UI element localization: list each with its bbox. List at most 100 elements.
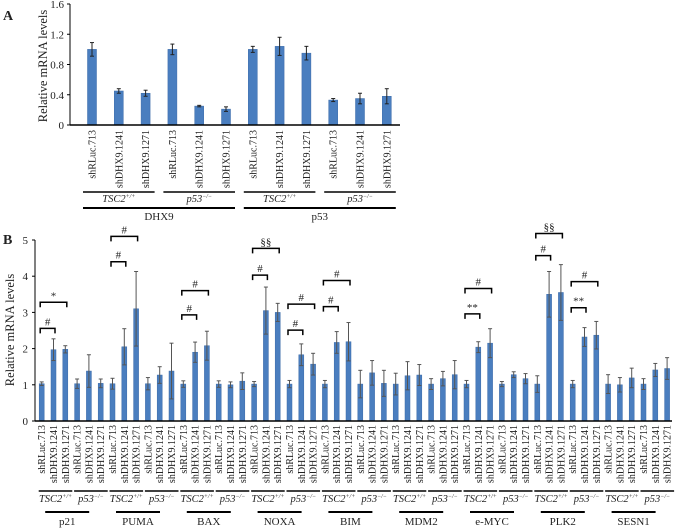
x-tick-label: shRLuc.713 xyxy=(88,130,99,179)
bar xyxy=(194,105,204,126)
panel-b-label: B xyxy=(3,233,12,248)
x-tick-label: shDHX9.1241 xyxy=(195,130,206,188)
significance-bracket xyxy=(464,313,481,319)
x-tick-label: shDHX9.1241 xyxy=(651,425,662,483)
cell-group-label: p53−/− xyxy=(573,494,600,505)
x-tick-label: shDHX9.1271 xyxy=(450,425,461,483)
x-tick-label: shRLuc.713 xyxy=(73,425,84,474)
bar xyxy=(87,49,97,126)
significance-label: # xyxy=(186,303,192,315)
bar xyxy=(274,312,281,422)
bar xyxy=(652,369,659,422)
x-tick-label: shRLuc.713 xyxy=(462,425,473,474)
y-tick-label: 0 xyxy=(23,416,29,428)
cell-group-label: TSC2+/+ xyxy=(39,494,72,505)
bar xyxy=(114,90,124,126)
significance-bracket xyxy=(535,254,552,261)
x-tick-label: shDHX9.1241 xyxy=(155,425,166,483)
x-tick-label: shDHX9.1271 xyxy=(486,425,497,483)
cell-group-label: p53−/− xyxy=(77,494,104,505)
bar xyxy=(274,46,285,126)
bar xyxy=(180,383,187,422)
bar xyxy=(581,336,588,422)
bar xyxy=(333,342,340,422)
x-tick-label: shDHX9.1271 xyxy=(521,425,532,483)
significance-bracket xyxy=(570,280,599,287)
x-tick-label: shRLuc.713 xyxy=(250,425,261,474)
bar xyxy=(62,349,69,422)
x-tick-label: shRLuc.713 xyxy=(639,425,650,474)
x-tick-label: shRLuc.713 xyxy=(168,130,179,179)
bar xyxy=(322,383,328,422)
x-tick-label: shDHX9.1241 xyxy=(120,425,131,483)
bar xyxy=(38,383,45,422)
significance-bracket xyxy=(535,232,564,239)
x-tick-label: shRLuc.713 xyxy=(108,425,119,474)
x-tick-label: shRLuc.713 xyxy=(285,425,296,474)
x-tick-label: shDHX9.1241 xyxy=(332,425,343,483)
bar xyxy=(248,49,258,126)
x-tick-label: shDHX9.1271 xyxy=(202,425,213,483)
y-tick-label: 0 xyxy=(59,120,65,132)
x-tick-label: shRLuc.713 xyxy=(356,425,367,474)
x-tick-label: shRLuc.713 xyxy=(391,425,402,474)
significance-label: §§ xyxy=(544,221,555,233)
y-tick-label: 0.8 xyxy=(50,60,64,72)
x-tick-label: shDHX9.1241 xyxy=(615,425,626,483)
significance-bracket xyxy=(110,235,139,242)
cell-group-label: TSC2+/+ xyxy=(251,494,284,505)
x-tick-label: shDHX9.1271 xyxy=(663,425,674,483)
significance-bracket xyxy=(287,329,304,336)
significance-label: # xyxy=(299,292,305,304)
x-tick-label: shDHX9.1271 xyxy=(379,425,390,483)
x-tick-label: shDHX9.1241 xyxy=(368,425,379,483)
cell-group-label: p53−/− xyxy=(148,494,175,505)
significance-label: # xyxy=(116,250,122,262)
gene-label: BIM xyxy=(340,516,361,528)
x-tick-label: shDHX9.1271 xyxy=(592,425,603,483)
gene-label: SESN1 xyxy=(617,516,649,528)
x-tick-label: shDHX9.1271 xyxy=(141,130,152,188)
cell-group-label: TSC2+/+ xyxy=(393,494,426,505)
x-tick-label: shRLuc.713 xyxy=(214,425,225,474)
bar xyxy=(251,383,257,422)
x-tick-label: shDHX9.1241 xyxy=(509,425,520,483)
gene-label: p21 xyxy=(59,516,76,528)
x-tick-label: shDHX9.1241 xyxy=(356,130,367,188)
x-tick-label: shDHX9.1271 xyxy=(302,130,313,188)
x-tick-label: shRLuc.713 xyxy=(568,425,579,474)
significance-bracket xyxy=(464,287,493,294)
gene-label: MDM2 xyxy=(405,516,438,528)
bar xyxy=(522,378,529,422)
x-tick-label: shDHX9.1241 xyxy=(545,425,556,483)
significance-label: # xyxy=(334,269,340,281)
significance-bracket xyxy=(39,327,56,334)
significance-bracket xyxy=(110,260,127,267)
bar xyxy=(227,384,234,422)
bar xyxy=(463,383,470,422)
cell-group-label: p53−/− xyxy=(185,194,212,205)
y-tick-label: 4 xyxy=(23,271,29,283)
bar xyxy=(167,49,178,126)
significance-label: # xyxy=(122,224,128,236)
x-tick-label: shDHX9.1241 xyxy=(114,130,125,188)
panel-a-label: A xyxy=(3,9,14,24)
x-tick-label: shDHX9.1241 xyxy=(275,130,286,188)
y-tick-label: 1.6 xyxy=(50,0,64,11)
panel-a-y-axis-title: Relative mRNA levels xyxy=(36,10,50,123)
significance-label: # xyxy=(328,295,334,307)
significance-label: # xyxy=(45,316,51,328)
x-tick-label: shDHX9.1271 xyxy=(132,425,143,483)
significance-label: ** xyxy=(573,296,584,308)
cell-group-label: TSC2+/+ xyxy=(605,494,638,505)
x-tick-label: shRLuc.713 xyxy=(427,425,438,474)
significance-label: # xyxy=(540,244,546,256)
gene-label: NOXA xyxy=(264,516,296,528)
cell-group-label: p53−/− xyxy=(346,194,373,205)
x-tick-label: shDHX9.1241 xyxy=(580,425,591,483)
x-tick-label: shDHX9.1271 xyxy=(344,425,355,483)
cell-group-label: p53−/− xyxy=(219,494,246,505)
x-tick-label: shDHX9.1271 xyxy=(167,425,178,483)
y-tick-label: 5 xyxy=(23,235,29,247)
